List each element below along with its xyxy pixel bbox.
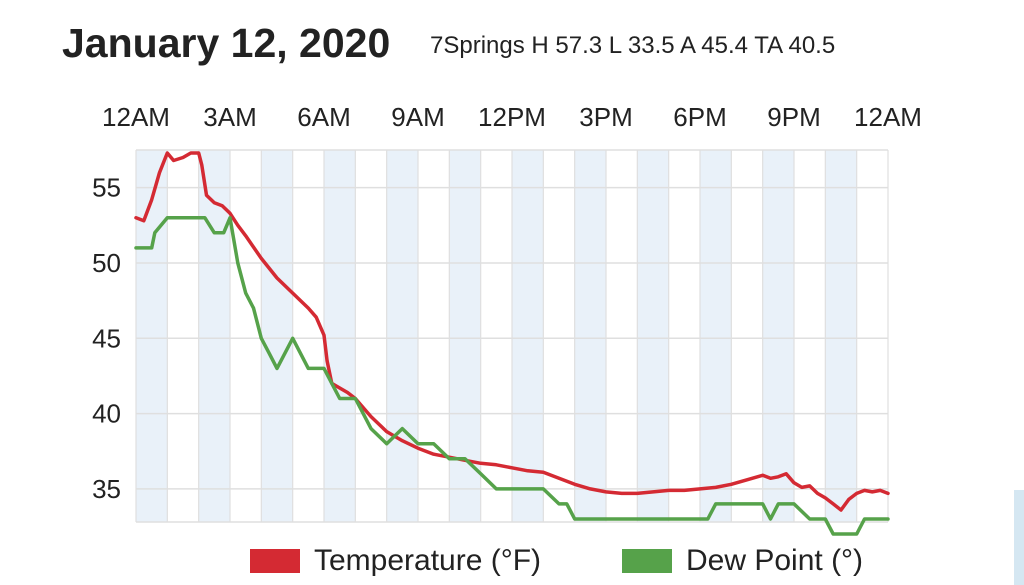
y-tick-label: 55 — [92, 173, 121, 203]
x-axis-ticks: 12AM 3AM 6AM 9AM 12PM 3PM 6PM 9PM 12AM — [102, 102, 922, 132]
chart-grid — [135, 149, 889, 523]
y-tick-label: 45 — [92, 323, 121, 353]
hour-shade-band — [574, 150, 606, 522]
hour-shade-band — [449, 150, 481, 522]
x-tick-label: 6PM — [673, 102, 726, 132]
legend-label-dew-point: Dew Point (°) — [686, 544, 864, 577]
hour-shade-band — [324, 150, 356, 522]
x-tick-label: 12AM — [102, 102, 170, 132]
x-tick-label: 9PM — [767, 102, 820, 132]
x-tick-label: 12PM — [478, 102, 546, 132]
y-tick-label: 35 — [92, 474, 121, 504]
legend-item-temperature: Temperature (°F) — [250, 544, 541, 578]
temperature-series-line — [134, 151, 890, 512]
hour-shade-band — [825, 150, 857, 522]
page-title: January 12, 2020 — [62, 20, 391, 66]
hour-shade-band — [386, 150, 418, 522]
x-tick-label: 6AM — [297, 102, 350, 132]
x-tick-label: 3PM — [579, 102, 632, 132]
x-tick-label: 9AM — [391, 102, 444, 132]
y-axis-ticks: 35 40 45 50 55 — [92, 173, 121, 504]
legend-label-temperature: Temperature (°F) — [314, 544, 542, 577]
legend-swatch-temperature — [250, 549, 300, 573]
hour-shade-band — [261, 150, 293, 522]
legend-item-dew-point: Dew Point (°) — [622, 544, 863, 578]
hour-shade-band — [136, 150, 168, 522]
dew-point-series-line — [134, 216, 890, 536]
hour-shade-band — [198, 150, 230, 522]
weather-stats-summary: 7Springs H 57.3 L 33.5 A 45.4 TA 40.5 — [430, 32, 836, 59]
legend-swatch-dew-point — [622, 549, 672, 573]
hour-shade-band — [637, 150, 669, 522]
hour-shade-band — [512, 150, 544, 522]
x-tick-label: 12AM — [854, 102, 922, 132]
series-lines — [134, 151, 890, 536]
x-tick-label: 3AM — [203, 102, 256, 132]
hour-shade-band — [762, 150, 794, 522]
screen-edge-strip — [1014, 490, 1024, 585]
y-tick-label: 50 — [92, 248, 121, 278]
y-tick-label: 40 — [92, 399, 121, 429]
hour-shade-band — [700, 150, 732, 522]
